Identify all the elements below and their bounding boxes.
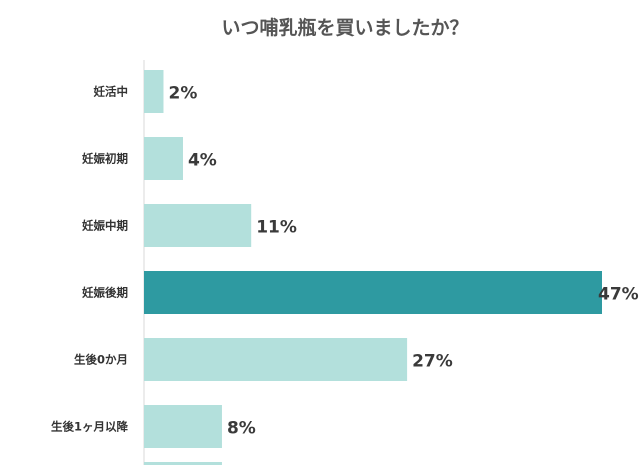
value-label: 8% [227,419,256,439]
bars-group: 妊活中 2% 妊娠初期 4% 妊娠中期 11% 妊娠後期 47% 生後0か月 27% 生後1ヶ月以降… [51,70,639,465]
chart-title: いつ哺乳瓶を買いましたか？ [221,16,468,39]
category-label: 妊活中 [94,85,129,99]
value-label: 47% [598,285,639,305]
category-label: 妊娠初期 [82,152,128,166]
value-label: 27% [412,352,453,372]
bar-2 [144,204,252,247]
category-label: 妊娠後期 [82,286,128,300]
bar-4 [144,338,408,381]
category-label: 妊娠中期 [82,219,128,233]
value-label: 11% [256,218,297,238]
category-label: 生後0か月 [74,353,128,367]
value-label: 2% [168,84,197,104]
bar-1 [144,137,183,180]
bar-3 [144,271,602,314]
bar-5 [144,405,222,448]
value-label: 4% [188,151,217,171]
bar-partial [144,462,222,465]
bar-0 [144,70,164,113]
category-label: 生後1ヶ月以降 [51,420,129,434]
